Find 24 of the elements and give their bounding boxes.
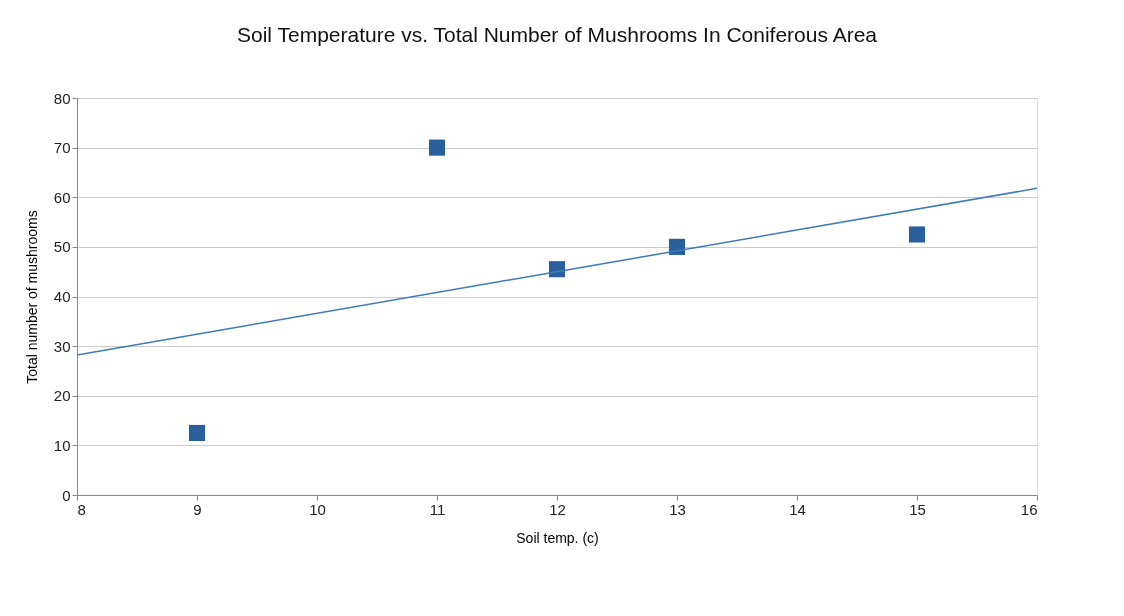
x-tick-label: 9 <box>193 500 202 518</box>
x-tick-label: 11 <box>429 500 446 518</box>
point <box>188 424 206 442</box>
y-tick-label: 40 <box>53 288 71 305</box>
chart-title: Soil Temperature vs. Total Number of Mushrooms In Coniferous Area <box>236 23 878 46</box>
point <box>428 139 446 156</box>
y-tick-label: 60 <box>53 188 71 206</box>
x-axis-title: Soil temp. (c) <box>516 529 599 546</box>
y-tick-label: 80 <box>53 89 71 107</box>
y-axis-title: Total number of mushrooms <box>23 210 40 384</box>
x-tick-label: 13 <box>669 500 686 518</box>
x-tick-label: 14 <box>789 500 806 518</box>
x-tick-label: 12 <box>549 500 566 518</box>
point <box>908 226 926 243</box>
y-tick-label: 10 <box>53 436 71 454</box>
y-tick-label: 50 <box>53 238 71 256</box>
y-tick-label: 70 <box>53 139 71 157</box>
y-tick-label: 30 <box>53 337 71 355</box>
x-tick-label: 16 <box>1020 500 1038 518</box>
y-tick-label: 20 <box>53 387 71 405</box>
x-tick-label: 15 <box>909 500 926 518</box>
x-tick-label: 10 <box>309 500 326 518</box>
x-tick-label: 8 <box>77 500 86 518</box>
y-tick-label: 0 <box>62 486 71 504</box>
